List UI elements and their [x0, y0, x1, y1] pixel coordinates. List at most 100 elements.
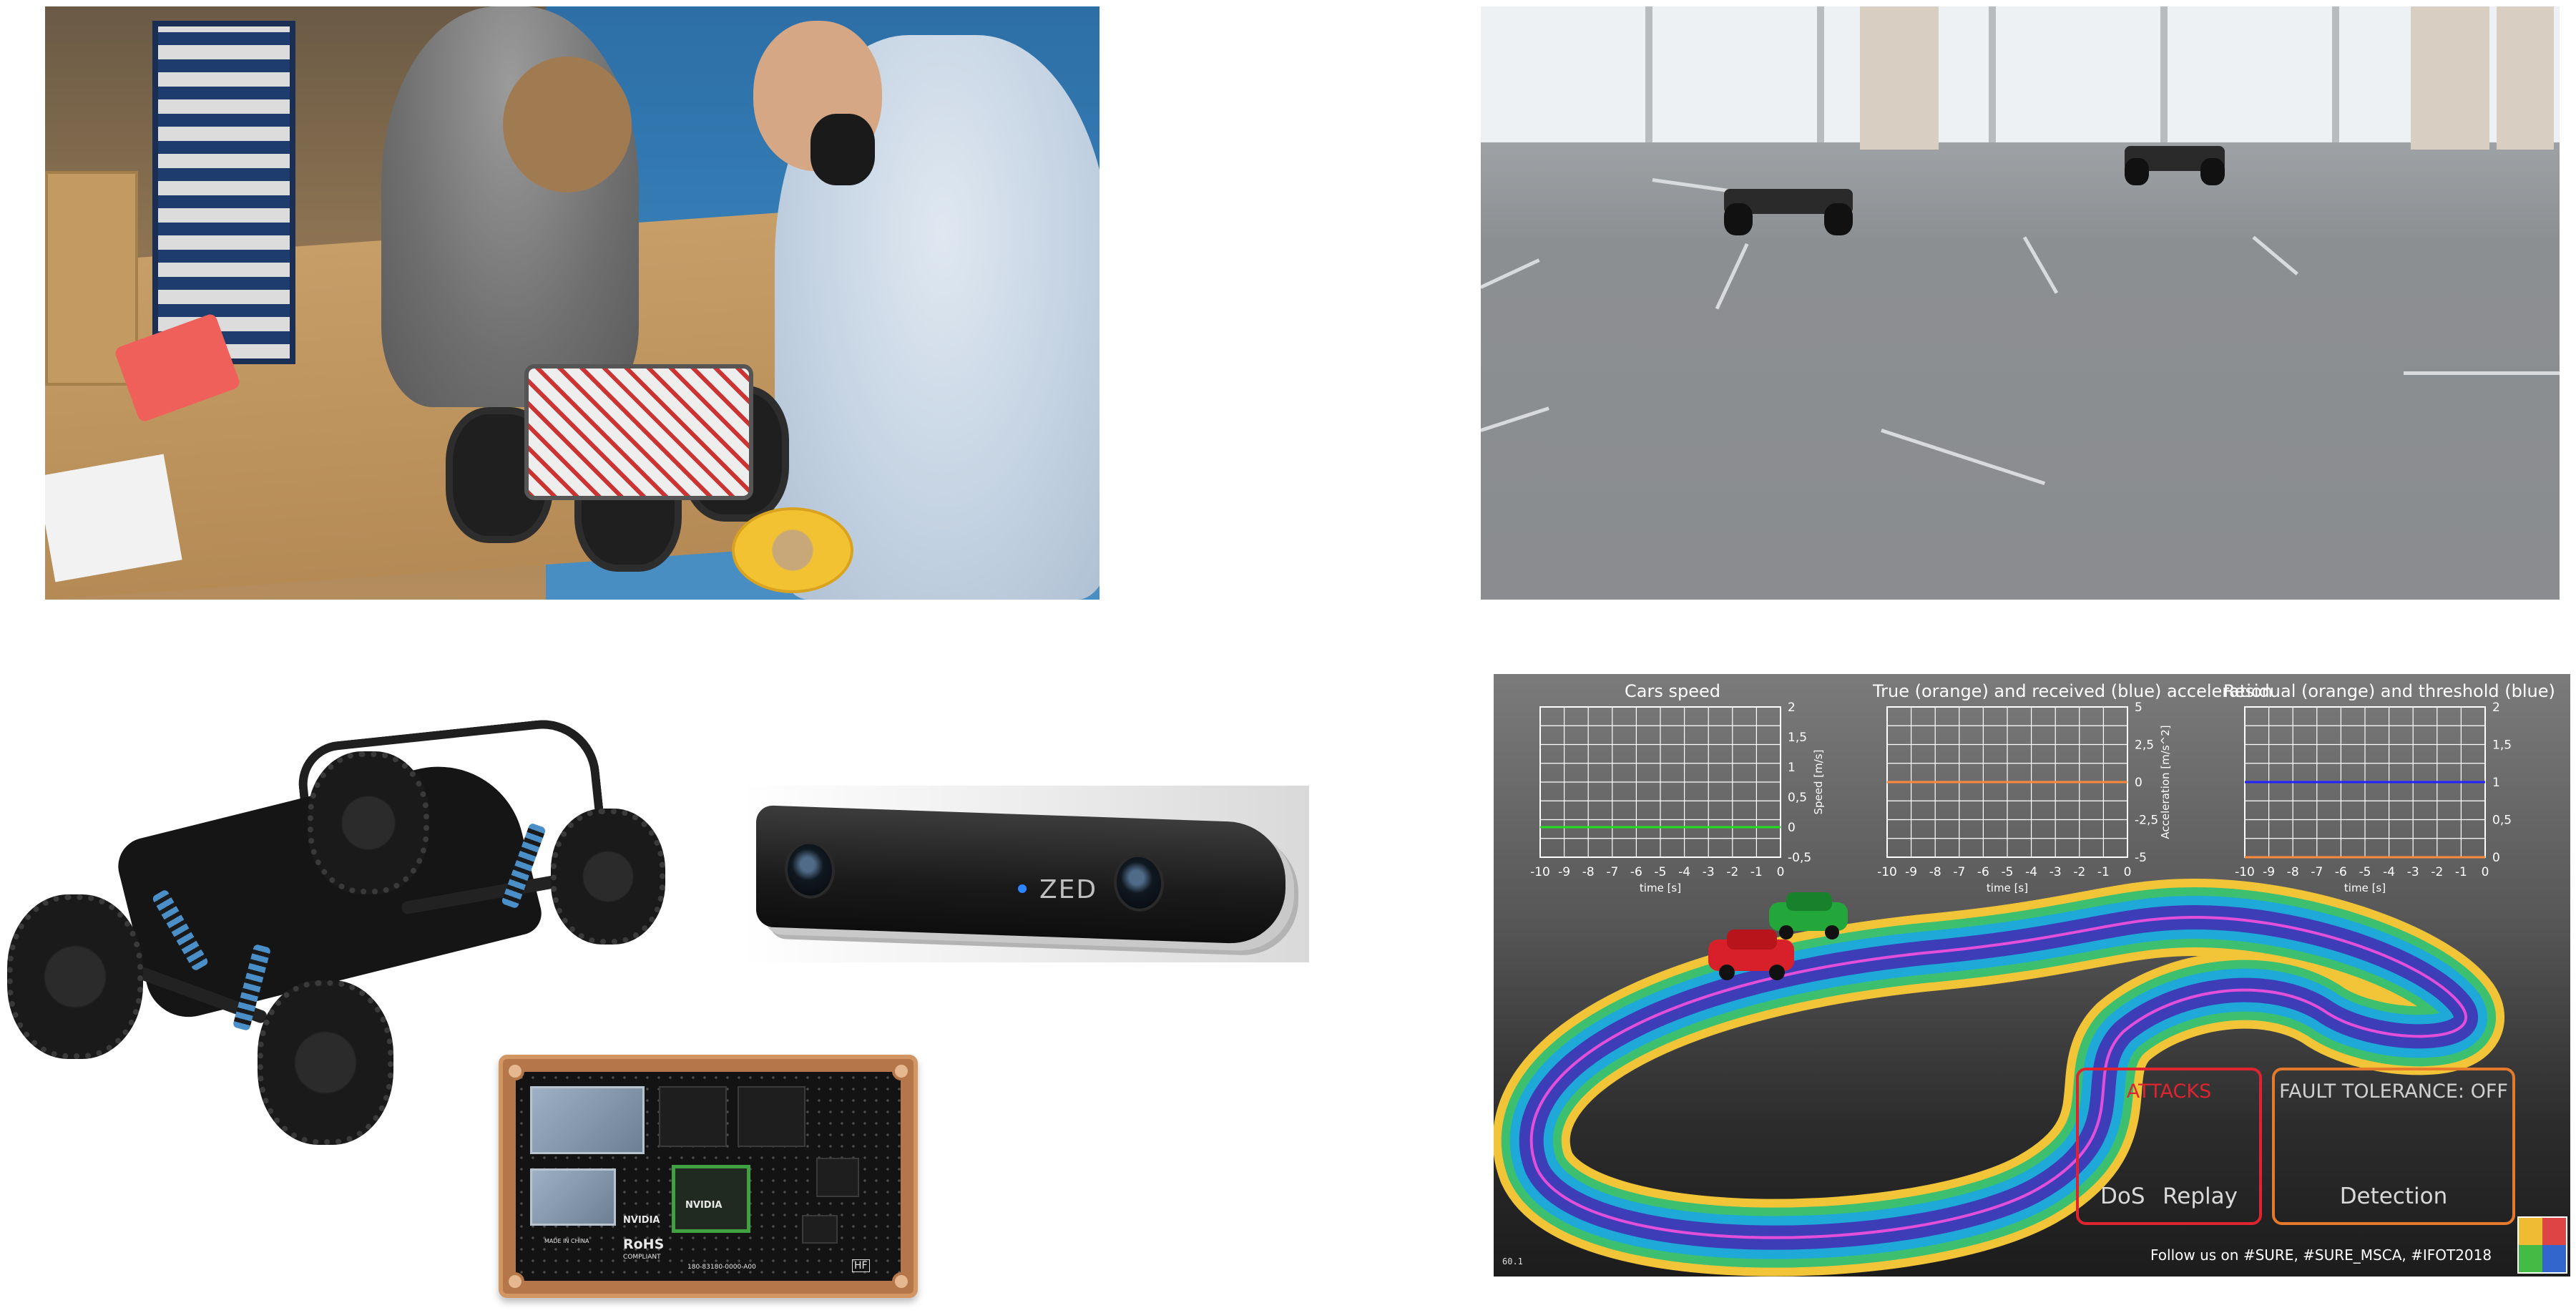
floor-marking	[1481, 258, 1540, 289]
floor-marking	[2404, 371, 2560, 375]
tire	[258, 980, 393, 1145]
y-tick-label: 0	[1788, 821, 1796, 835]
x-tick-label: -6	[1630, 865, 1642, 879]
chassis-render	[0, 708, 687, 1145]
x-tick-label: -9	[1905, 865, 1917, 879]
y-tick-label: 0	[2492, 851, 2500, 865]
attacks-panel: ATTACKS DoS Replay	[2076, 1068, 2262, 1225]
x-tick-label: -5	[2002, 865, 2014, 879]
y-axis-label: Acceleration [m/s^2]	[2159, 725, 2172, 839]
face-mask	[810, 114, 875, 185]
mount-hole	[506, 1062, 524, 1080]
memory-chip	[659, 1086, 727, 1147]
hall-pillar	[2411, 6, 2489, 150]
y-tick-label: 1	[2492, 776, 2500, 790]
nvidia-module-render: NVIDIA NVIDIA RoHS COMPLIANT 180-83180-0…	[499, 1055, 918, 1298]
x-tick-label: -8	[2287, 865, 2299, 879]
car-chassis	[524, 364, 753, 500]
speed-chart-plot: -10 -9 -8 -7 -6 -5 -4 -3 -2 -1 021,510,50-0,5time …	[1530, 701, 1825, 894]
x-tick-label: -7	[1953, 865, 1965, 879]
floor-marking	[2022, 236, 2059, 294]
mount-hole	[892, 1062, 911, 1080]
rc-car-wheel	[2200, 158, 2225, 185]
x-tick-label: 0	[2124, 865, 2132, 879]
y-tick-label: 2	[2492, 701, 2500, 715]
fps-counter: 60.1	[1502, 1256, 1523, 1266]
camera-lens-icon	[1114, 853, 1164, 912]
person-left-head	[503, 57, 632, 192]
x-tick-label: -10	[1530, 865, 1550, 879]
x-tick-label: -7	[2311, 865, 2323, 879]
sure-logo-icon	[2517, 1216, 2567, 1274]
zed-camera-render: ZED	[740, 786, 1309, 962]
chart-title: Residual (orange) and threshold (blue)	[2223, 681, 2555, 701]
x-tick-label: -10	[2235, 865, 2255, 879]
y-tick-label: -0,5	[1788, 851, 1811, 865]
brand-text: NVIDIA	[623, 1215, 660, 1226]
rc-car	[1724, 185, 1853, 235]
x-tick-label: -4	[2025, 865, 2037, 879]
x-tick-label: -4	[1678, 865, 1690, 879]
acceleration-chart: True (orange) and received (blue) accele…	[1837, 674, 2273, 917]
replay-button[interactable]: Replay	[2163, 1183, 2238, 1209]
x-axis-label: time [s]	[1987, 882, 2028, 894]
y-tick-label: 0,5	[2492, 814, 2512, 828]
x-tick-label: -5	[2359, 865, 2371, 879]
attacks-title: ATTACKS	[2126, 1080, 2212, 1103]
status-led	[1018, 884, 1027, 893]
y-tick-label: 2,5	[2135, 738, 2154, 753]
x-tick-label: -2	[2073, 865, 2085, 879]
x-tick-label: -9	[2263, 865, 2275, 879]
gpu-brand-text: NVIDIA	[685, 1200, 723, 1211]
rc-car-being-assembled	[446, 321, 818, 572]
chart-title: Cars speed	[1625, 681, 1720, 701]
x-tick-label: -10	[1877, 865, 1897, 879]
y-axis-label: Speed [m/s]	[1812, 750, 1825, 815]
x-tick-label: -6	[1977, 865, 1989, 879]
detection-button[interactable]: Detection	[2339, 1183, 2448, 1209]
x-tick-label: 0	[2482, 865, 2489, 879]
y-tick-label: 1,5	[1788, 731, 1807, 745]
x-tick-label: 0	[1777, 865, 1785, 879]
x-tick-label: -8	[1582, 865, 1595, 879]
dos-button[interactable]: DoS	[2100, 1183, 2145, 1209]
x-tick-label: -2	[2431, 865, 2443, 879]
compliant-text: COMPLIANT	[623, 1254, 661, 1261]
y-tick-label: 1,5	[2492, 738, 2512, 753]
rohs-text: RoHS	[623, 1236, 665, 1252]
x-tick-label: -3	[2407, 865, 2419, 879]
speed-chart: Cars speed -10 -9 -8 -7 -6 -5 -4 -3 -2 -1 0 2 1,5 1 0,…	[1494, 674, 1866, 917]
y-tick-label: -5	[2135, 851, 2147, 865]
floor-marking	[1881, 429, 2046, 486]
zed-camera-body	[756, 805, 1285, 945]
hall-pillar	[1860, 6, 1939, 150]
gpu-chip: NVIDIA	[672, 1165, 750, 1233]
x-axis-label: time [s]	[2344, 882, 2386, 894]
x-tick-label: -1	[2097, 865, 2110, 879]
x-tick-label: -7	[1606, 865, 1618, 879]
simulation-dashboard: Cars speed -10 -9 -8 -7 -6 -5 -4 -3 -2 -1 0 2 1,5 1 0,…	[1494, 674, 2570, 1277]
y-tick-label: -2,5	[2135, 814, 2158, 828]
green-car	[1769, 892, 1848, 939]
chart-title: True (orange) and received (blue) accele…	[1873, 681, 2273, 701]
camera-lens-icon	[785, 840, 835, 899]
rc-car-wheel	[1824, 203, 1853, 235]
x-tick-label: -2	[1726, 865, 1738, 879]
floor-marking	[1715, 243, 1749, 310]
hf-text: HF	[852, 1259, 870, 1272]
hall-windows	[1481, 6, 2560, 142]
mount-hole	[506, 1272, 524, 1291]
rc-car-wheel	[1724, 203, 1753, 235]
memory-chip	[738, 1086, 805, 1147]
floor-marking	[1481, 406, 1549, 432]
tire	[308, 751, 429, 894]
follow-us-text: Follow us on #SURE, #SURE_MSCA, #IFOT201…	[2150, 1246, 2492, 1264]
y-tick-label: 5	[2135, 701, 2142, 715]
x-tick-label: -3	[2049, 865, 2062, 879]
rf-shield	[530, 1168, 616, 1226]
x-tick-label: -9	[1558, 865, 1570, 879]
fault-tolerance-panel: FAULT TOLERANCE: OFF Detection	[2272, 1068, 2515, 1225]
hall-pillar	[2497, 6, 2554, 150]
rf-shield	[530, 1086, 645, 1154]
